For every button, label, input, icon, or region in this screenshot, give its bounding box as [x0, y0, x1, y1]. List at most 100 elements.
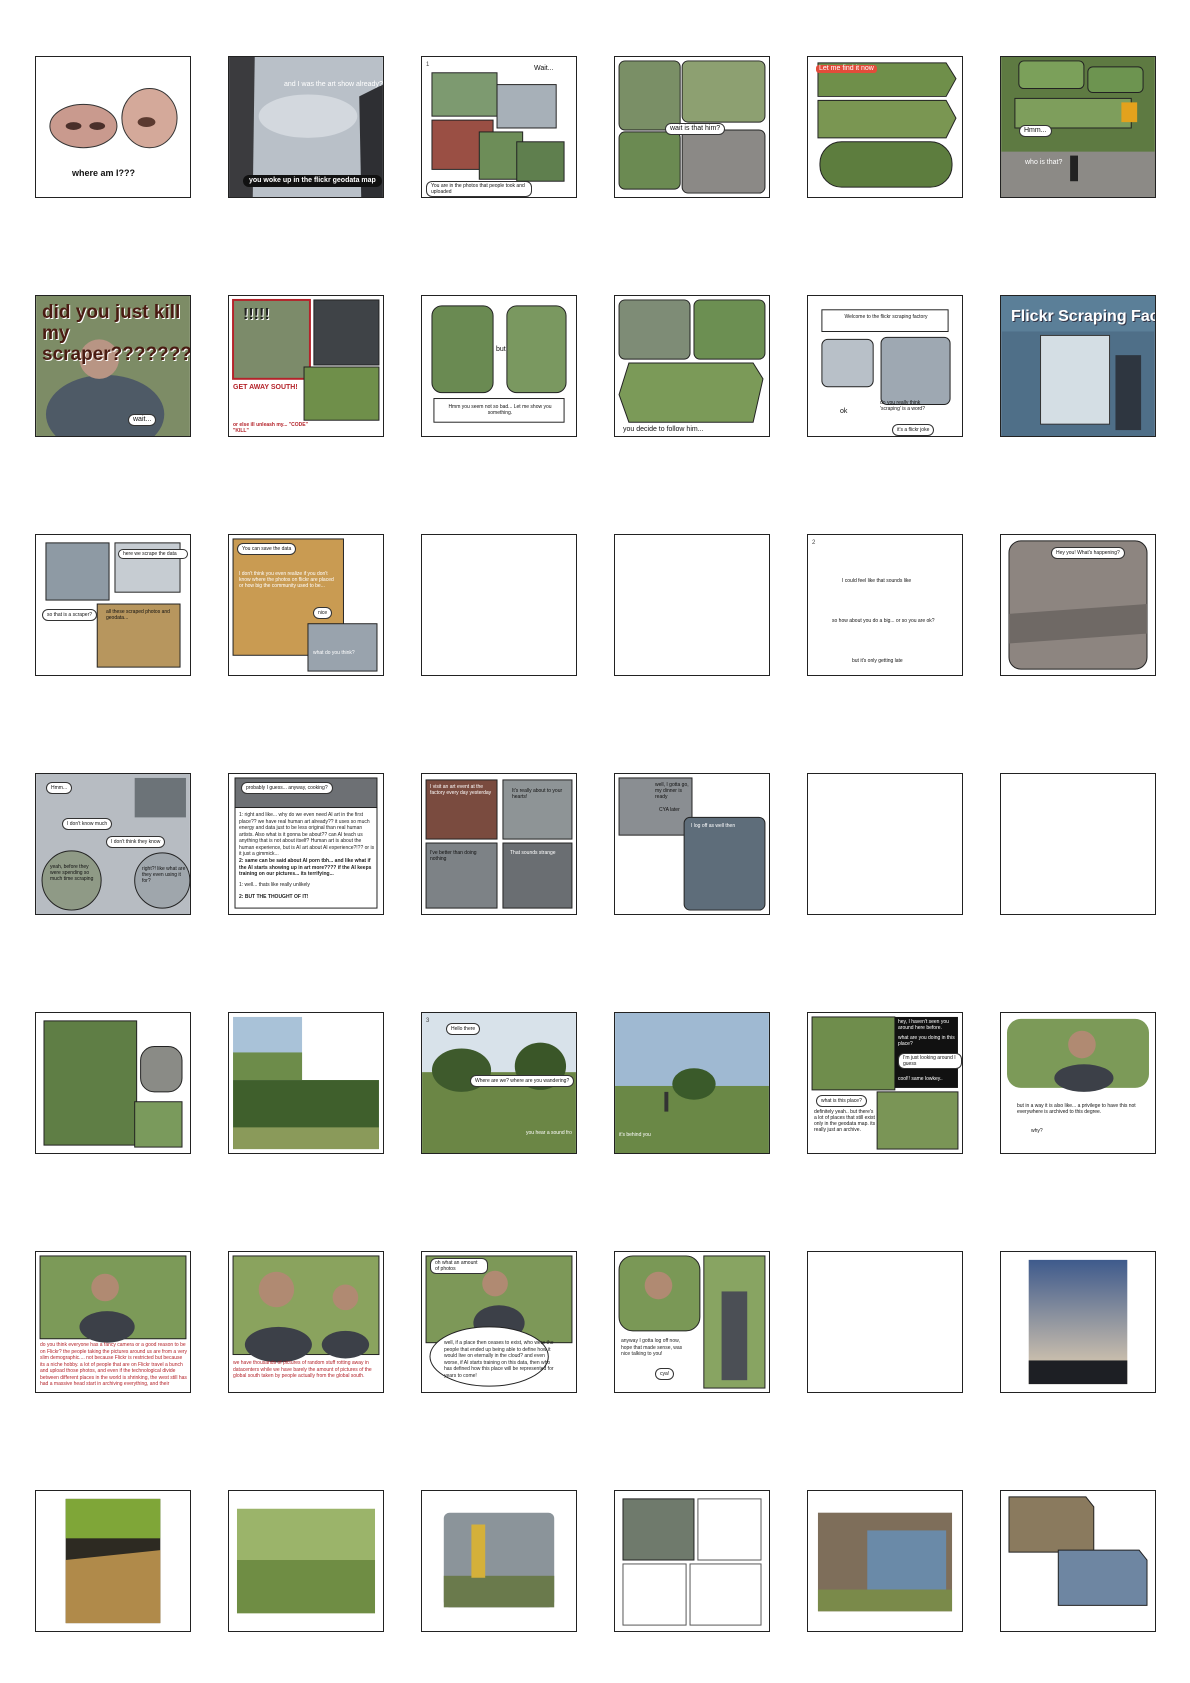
caption-save-data: You can save the data: [237, 543, 297, 555]
panel-layout-image: [622, 1498, 762, 1626]
caption-looking-around: I'm just looking around I guess: [898, 1053, 962, 1069]
goodbye-image: [618, 777, 766, 911]
page-27[interactable]: 3 Hello there Where are we? where are yo…: [421, 1012, 577, 1154]
meadow-sky-image: [615, 1013, 769, 1153]
page-6[interactable]: Hmm... who is that?: [1000, 56, 1156, 198]
page-12[interactable]: Flickr Scraping Factory: [1000, 295, 1156, 437]
page-18[interactable]: Hey you! What's happening?: [1000, 534, 1156, 676]
tunnel-image: [65, 1498, 161, 1624]
page-28[interactable]: it's behind you: [614, 1012, 770, 1154]
caption-but: but: [496, 346, 506, 353]
two-portraits-image: [431, 305, 567, 423]
page-15-blank[interactable]: [421, 534, 577, 676]
page-20[interactable]: probably I guess... anyway, cooking? 1: …: [228, 773, 384, 915]
sign-flickr-factory: Flickr Scraping Factory: [1011, 308, 1156, 325]
caption-cooking: probably I guess... anyway, cooking?: [241, 782, 333, 794]
page-7[interactable]: did you just kill my scraper????????? wa…: [35, 295, 191, 437]
path-collage-image: [618, 60, 766, 194]
page-2[interactable]: and I was the art show already? you woke…: [228, 56, 384, 198]
page-40[interactable]: [614, 1490, 770, 1632]
caption-amount-photos: oh what an amount of photos: [430, 1258, 488, 1274]
page-26[interactable]: [228, 1012, 384, 1154]
page-22[interactable]: well, I gotta go, my dinner is ready CYA…: [614, 773, 770, 915]
caption-dont-know: I don't know much: [62, 818, 113, 830]
graffiti-wall-image: [817, 1512, 953, 1612]
factory-doors-image: [821, 309, 951, 405]
page-30[interactable]: but in a way it is also like... a privil…: [1000, 1012, 1156, 1154]
page-16-blank[interactable]: [614, 534, 770, 676]
eyes-closeup-image: [49, 88, 178, 149]
page-9[interactable]: but Hmm you seem not so bad... Let me sh…: [421, 295, 577, 437]
page-8[interactable]: !!!!! GET AWAY SOUTH! or else ill unleas…: [228, 295, 384, 437]
caption-welcome-factory: Welcome to the flickr scraping factory: [844, 314, 928, 320]
page-23-blank[interactable]: [807, 773, 963, 915]
page-25[interactable]: [35, 1012, 191, 1154]
stone-plaza-image: [1008, 540, 1148, 670]
speech-field-image: [425, 1255, 573, 1387]
caption-is-that-him: wait is that him?: [665, 123, 726, 135]
page-37[interactable]: [35, 1490, 191, 1632]
page-24-blank[interactable]: [1000, 773, 1156, 915]
meeting-image: [811, 1016, 959, 1150]
factory-entrance-image: [1001, 296, 1155, 436]
page-17[interactable]: 2 I could feel like that sounds like so …: [807, 534, 963, 676]
park-road-image: [43, 1020, 183, 1148]
title-kill-scraper: did you just kill my scraper?????????: [42, 302, 191, 365]
caption-scraped-photos: all these scraped photos and geodata...: [106, 609, 170, 621]
caption-art-event: I visit an art event at the factory ever…: [430, 784, 492, 796]
caption-why: why?: [1031, 1128, 1043, 1134]
text-log-off: anyway I gotta log off now, hope that ma…: [621, 1338, 683, 1357]
page-35-blank[interactable]: [807, 1251, 963, 1393]
page-34[interactable]: anyway I gotta log off now, hope that ma…: [614, 1251, 770, 1393]
caption-spending: yeah, before they were spending so much …: [50, 864, 94, 882]
page-42[interactable]: [1000, 1490, 1156, 1632]
talk-field-image: [39, 1255, 187, 1343]
character-closeup-image: [36, 296, 190, 436]
page-number: 3: [426, 1018, 430, 1024]
page-33[interactable]: oh what an amount of photos well, if a p…: [421, 1251, 577, 1393]
factory-yard-image: [425, 779, 573, 909]
bubble-hmm: Hmm...: [1019, 125, 1052, 137]
page-4[interactable]: wait is that him?: [614, 56, 770, 198]
body-unlikely: 1: well... thats like really unlikely: [239, 882, 310, 888]
caption-where-am-i: where am I???: [72, 168, 136, 178]
caption-big: so how about you do a big... or so you a…: [832, 618, 935, 624]
caption-ok: ok: [840, 408, 848, 415]
page-14[interactable]: You can save the data I don't think you …: [228, 534, 384, 676]
page-41[interactable]: [807, 1490, 963, 1632]
caption-what-think: what do you think?: [313, 650, 355, 656]
desk-photos-image: [232, 538, 378, 672]
page-29[interactable]: hey, I haven't seen you around here befo…: [807, 1012, 963, 1154]
page-39[interactable]: [421, 1490, 577, 1632]
bubble-nice: nice: [313, 607, 333, 619]
follow-path-image: [618, 299, 766, 423]
page-number: 1: [426, 62, 430, 68]
page-1[interactable]: where am I???: [35, 56, 191, 198]
caption-scraping-word: do you really think 'scraping' is a word…: [880, 400, 925, 412]
text-fancy-camera: do you think everyone has a fancy camera…: [40, 1342, 188, 1387]
bike-street-image: [443, 1512, 555, 1608]
page-38[interactable]: [228, 1490, 384, 1632]
page-11[interactable]: Welcome to the flickr scraping factory o…: [807, 295, 963, 437]
confrontation-image: [232, 298, 380, 421]
caption-unleash: or else ill unleash my... "CODE" "KILL": [233, 422, 308, 434]
page-31[interactable]: do you think everyone has a fancy camera…: [35, 1251, 191, 1393]
caption-not-seen: hey, I haven't seen you around here befo…: [898, 1019, 949, 1031]
farewell-image: [618, 1255, 766, 1389]
page-13[interactable]: here we scrape the data so that is a scr…: [35, 534, 191, 676]
page-32[interactable]: we have thousands of pictures of random …: [228, 1251, 384, 1393]
caption-wait: Wait...: [534, 65, 554, 72]
bubble-hello: Hello there: [446, 1023, 481, 1035]
page-3[interactable]: 1 Wait... You are in the photos that peo…: [421, 56, 577, 198]
text-ceases-to-exist: well, if a place then ceases to exist, w…: [444, 1340, 554, 1379]
graffiti-panels-image: [1008, 1496, 1148, 1606]
page-5[interactable]: Let me find it now: [807, 56, 963, 198]
page-10[interactable]: you decide to follow him...: [614, 295, 770, 437]
caption-art-show: and I was the art show already?: [284, 81, 383, 88]
page-36[interactable]: [1000, 1251, 1156, 1393]
caption-cya-later: CYA later: [659, 807, 680, 813]
page-21[interactable]: I visit an art event at the factory ever…: [421, 773, 577, 915]
caption-using-it: right?! like what are they even using it…: [142, 866, 186, 884]
page-19[interactable]: Hmm... I don't know much I don't think t…: [35, 773, 191, 915]
caption-dinner: well, I gotta go, my dinner is ready: [655, 782, 689, 800]
